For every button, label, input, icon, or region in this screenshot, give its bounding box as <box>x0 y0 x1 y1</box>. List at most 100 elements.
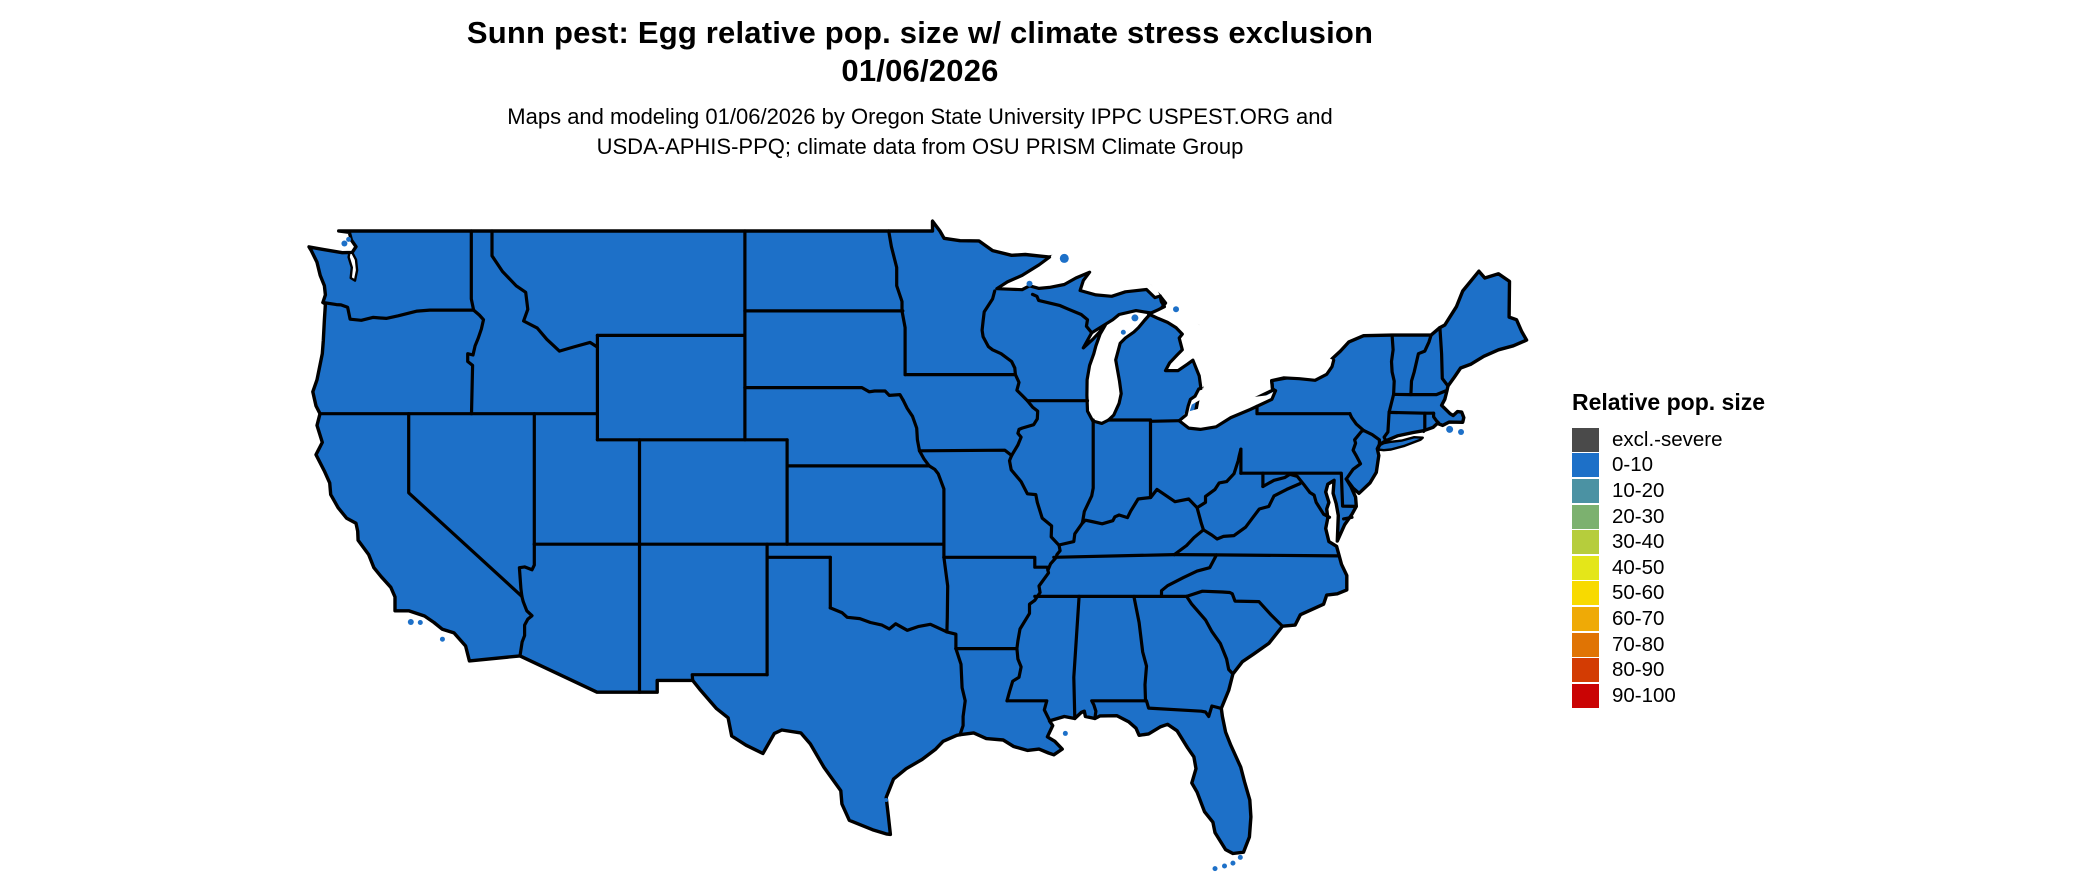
lake-huron-us-shoreline <box>1146 312 1203 390</box>
island <box>439 636 445 642</box>
state-border <box>1438 326 1450 388</box>
island <box>1131 314 1139 322</box>
island <box>1059 253 1069 263</box>
state-border <box>518 594 534 658</box>
island <box>1173 306 1180 313</box>
state-border <box>321 300 476 322</box>
legend-item-label: 0-10 <box>1612 453 1654 477</box>
legend-item-label: 90-100 <box>1612 683 1676 707</box>
state-border <box>1030 292 1094 335</box>
legend-item-label: 50-60 <box>1612 581 1665 605</box>
island <box>1237 854 1243 860</box>
page-title-date: 01/06/2026 <box>841 53 999 88</box>
state-border <box>1144 699 1223 719</box>
island <box>884 797 889 802</box>
page-subtitle-line1: Maps and modeling 01/06/2026 by Oregon S… <box>507 104 1333 129</box>
legend-swatch <box>1572 632 1599 657</box>
island <box>1222 863 1228 869</box>
legend-list: excl.-severe 0-10 10-20 20-30 30-40 40-50 50-6… <box>1572 427 1765 709</box>
island <box>417 620 423 625</box>
legend-item: 60-70 <box>1572 606 1765 632</box>
state-border <box>1422 411 1427 433</box>
legend-item: 80-90 <box>1572 657 1765 683</box>
state-border <box>1389 333 1396 396</box>
legend-swatch <box>1572 581 1599 606</box>
page-subtitle-line2: USDA-APHIS-PPQ; climate data from OSU PR… <box>596 134 1244 159</box>
state-border <box>1090 699 1148 721</box>
state-border <box>1344 412 1366 481</box>
legend-swatch <box>1572 555 1599 580</box>
state-border <box>1201 482 1302 541</box>
state-border <box>901 398 922 453</box>
state-border <box>517 542 536 599</box>
lake-superior-us-shoreline <box>995 255 1162 300</box>
legend-swatch <box>1572 606 1599 631</box>
lake-ontario <box>1262 356 1334 381</box>
state-border <box>1391 389 1448 397</box>
legend-title: Relative pop. size <box>1572 389 1766 415</box>
state-border <box>1387 392 1396 414</box>
island <box>341 240 348 247</box>
us-landmass-outline <box>307 219 1529 856</box>
state-border <box>1409 333 1433 397</box>
legend-item: 10-20 <box>1572 478 1765 504</box>
legend-item-label: 80-90 <box>1612 658 1665 682</box>
state-border <box>945 630 958 651</box>
st-marys-shoreline <box>1149 294 1167 315</box>
state-border <box>469 229 476 312</box>
legend-item-label: 60-70 <box>1612 606 1665 630</box>
state-border <box>743 386 905 402</box>
state-border <box>1184 589 1285 628</box>
legend-item-label: 40-50 <box>1612 555 1665 579</box>
state-border <box>1148 419 1181 423</box>
legend-swatch <box>1572 427 1599 452</box>
island <box>346 236 352 242</box>
lake-michigan <box>1081 309 1153 425</box>
island <box>1446 425 1454 433</box>
state-border <box>1005 543 1062 703</box>
state-border <box>490 229 600 353</box>
state-border <box>1184 594 1235 676</box>
niagara-river-border <box>1270 379 1278 393</box>
state-border <box>1009 373 1040 458</box>
state-border <box>1195 506 1206 532</box>
state-border <box>1255 404 1352 416</box>
legend-item-label: 70-80 <box>1612 632 1665 656</box>
state-border <box>1382 410 1391 442</box>
puget-sound <box>347 251 359 282</box>
legend-item: 30-40 <box>1572 529 1765 555</box>
state-border <box>917 448 1014 458</box>
legend-swatch <box>1572 658 1599 683</box>
island <box>1212 866 1218 872</box>
legend-item-label: 20-30 <box>1612 504 1665 528</box>
island <box>1230 860 1236 866</box>
island <box>1062 730 1068 736</box>
legend-swatch <box>1572 478 1599 503</box>
state-border <box>1072 594 1081 721</box>
legend-swatch <box>1572 530 1599 555</box>
state-border <box>1052 552 1176 559</box>
state-border <box>1007 453 1061 547</box>
state-border <box>1387 410 1436 415</box>
state-border <box>942 555 950 634</box>
legend-swatch <box>1572 504 1599 529</box>
page-title: Sunn pest: Egg relative pop. size w/ cli… <box>466 15 1374 50</box>
state-border <box>1361 428 1382 448</box>
lake-ontario-us-shoreline <box>1270 358 1336 383</box>
state-border <box>1341 515 1354 521</box>
state-border <box>828 606 949 634</box>
legend-item: 70-80 <box>1572 632 1765 658</box>
legend-item: 0-10 <box>1572 453 1765 479</box>
state-border <box>1339 471 1358 508</box>
state-border <box>887 229 907 377</box>
state-border <box>1195 447 1243 510</box>
state-border <box>954 646 967 737</box>
island <box>407 618 414 625</box>
state-border <box>407 412 524 599</box>
state-border <box>1132 594 1149 703</box>
state-border <box>917 449 946 559</box>
island <box>1458 428 1465 435</box>
legend-swatch <box>1572 683 1599 708</box>
state-border <box>1261 472 1332 519</box>
